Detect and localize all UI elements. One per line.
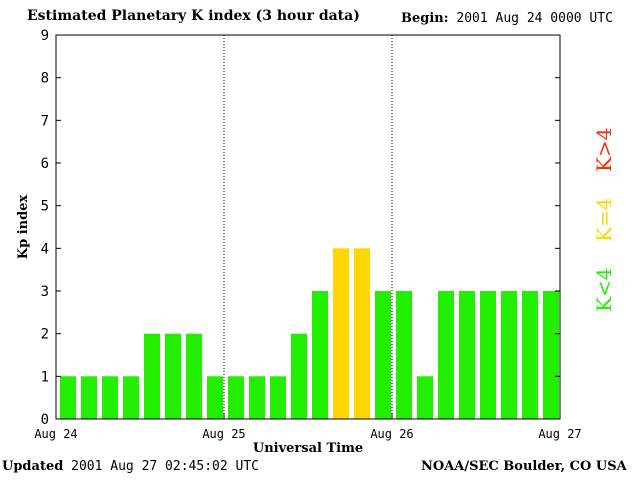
- kp-bar-11: [291, 333, 307, 419]
- y-tick-label-3: 3: [41, 284, 49, 300]
- y-tick-label-7: 7: [41, 113, 49, 129]
- x-axis-label: Universal Time: [253, 441, 363, 456]
- y-tick-label-0: 0: [41, 412, 49, 428]
- x-tick-label-1: Aug 25: [202, 427, 245, 441]
- kp-bar-10: [270, 376, 286, 419]
- y-tick-label-2: 2: [41, 327, 49, 343]
- kp-bar-2: [102, 376, 118, 419]
- y-tick-label-9: 9: [41, 28, 49, 44]
- kp-bar-21: [501, 291, 517, 419]
- kp-bar-3: [123, 376, 139, 419]
- updated-label: Updated: [2, 459, 64, 474]
- kp-bar-13: [333, 248, 349, 419]
- kp-bar-6: [186, 333, 202, 419]
- y-tick-label-4: 4: [41, 241, 49, 257]
- y-tick-label-1: 1: [41, 369, 49, 385]
- kp-bar-20: [480, 291, 496, 419]
- kp-bar-17: [417, 376, 433, 419]
- x-tick-label-3: Aug 27: [538, 427, 581, 441]
- kp-bar-18: [438, 291, 454, 419]
- x-tick-label-2: Aug 26: [370, 427, 413, 441]
- updated-value: 2001 Aug 27 02:45:02 UTC: [71, 459, 259, 474]
- kp-bar-14: [354, 248, 370, 419]
- begin-label: Begin:: [401, 11, 449, 26]
- kp-bar-16: [396, 291, 412, 419]
- legend-k-greater-4: K>4: [592, 127, 616, 172]
- y-tick-label-6: 6: [41, 156, 49, 172]
- begin-date: Begin: 2001 Aug 24 0000 UTC: [401, 11, 613, 26]
- kp-bar-5: [165, 333, 181, 419]
- kp-bar-4: [144, 333, 160, 419]
- kp-bar-22: [522, 291, 538, 419]
- kp-bar-23: [543, 291, 559, 419]
- plot-frame: [55, 34, 561, 420]
- kp-bar-0: [60, 376, 76, 419]
- y-tick-label-8: 8: [41, 71, 49, 87]
- updated-timestamp: Updated 2001 Aug 27 02:45:02 UTC: [2, 459, 259, 474]
- legend-k-less-4: K<4: [592, 267, 616, 312]
- kp-bar-15: [375, 291, 391, 419]
- legend-k-equal-4: K=4: [592, 197, 616, 242]
- kp-bar-1: [81, 376, 97, 419]
- kp-bar-8: [228, 376, 244, 419]
- y-tick-label-5: 5: [41, 199, 49, 215]
- chart-title: Estimated Planetary K index (3 hour data…: [27, 8, 360, 24]
- begin-value: 2001 Aug 24 0000 UTC: [456, 11, 613, 26]
- kp-bar-12: [312, 291, 328, 419]
- kp-bar-19: [459, 291, 475, 419]
- credit-text: NOAA/SEC Boulder, CO USA: [421, 459, 627, 474]
- y-axis-label: Kp index: [16, 195, 31, 260]
- kp-bar-7: [207, 376, 223, 419]
- kp-bar-9: [249, 376, 265, 419]
- x-tick-label-0: Aug 24: [34, 427, 77, 441]
